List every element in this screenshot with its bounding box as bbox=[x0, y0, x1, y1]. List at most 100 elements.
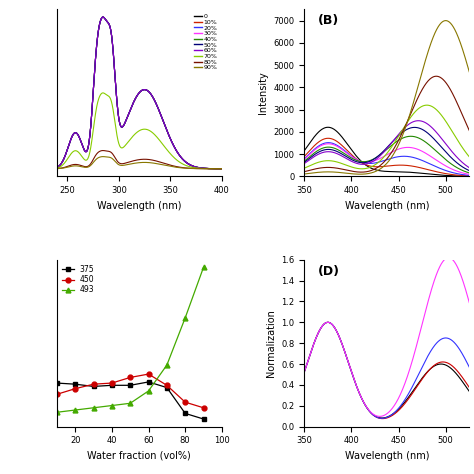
0 bbox=[64, 148, 70, 154]
450 bbox=[91, 382, 96, 387]
Line: 450: 450 bbox=[55, 372, 206, 410]
450 bbox=[109, 380, 115, 386]
10% bbox=[159, 116, 165, 121]
Line: 10%: 10% bbox=[57, 17, 222, 169]
60% bbox=[54, 164, 60, 170]
20% bbox=[155, 103, 160, 109]
493 bbox=[54, 410, 60, 415]
60% bbox=[64, 148, 70, 154]
40% bbox=[64, 148, 70, 154]
90% bbox=[179, 165, 185, 171]
20% bbox=[64, 148, 70, 154]
70% bbox=[100, 90, 106, 96]
50% bbox=[159, 116, 165, 121]
Line: 90%: 90% bbox=[57, 156, 222, 169]
60% bbox=[219, 166, 225, 172]
80% bbox=[196, 166, 202, 172]
40% bbox=[150, 94, 156, 100]
Line: 50%: 50% bbox=[57, 17, 222, 169]
90% bbox=[100, 154, 106, 159]
375 bbox=[109, 383, 115, 388]
10% bbox=[150, 94, 156, 100]
90% bbox=[196, 166, 202, 172]
493 bbox=[73, 407, 78, 413]
80% bbox=[179, 164, 185, 170]
493 bbox=[146, 388, 151, 394]
90% bbox=[159, 162, 165, 168]
80% bbox=[219, 166, 225, 172]
450 bbox=[182, 399, 188, 405]
375 bbox=[201, 416, 206, 422]
X-axis label: Water fraction (vol%): Water fraction (vol%) bbox=[88, 451, 191, 461]
60% bbox=[150, 94, 156, 100]
Legend: 375, 450, 493: 375, 450, 493 bbox=[61, 264, 96, 296]
40% bbox=[100, 14, 106, 20]
X-axis label: Wavelength (nm): Wavelength (nm) bbox=[97, 201, 182, 210]
20% bbox=[219, 166, 225, 172]
375 bbox=[91, 383, 96, 389]
10% bbox=[179, 156, 185, 162]
Y-axis label: Normalization: Normalization bbox=[266, 309, 276, 377]
60% bbox=[100, 14, 106, 20]
375 bbox=[182, 410, 188, 416]
50% bbox=[196, 165, 202, 171]
60% bbox=[159, 116, 165, 121]
40% bbox=[54, 164, 60, 170]
493 bbox=[182, 315, 188, 321]
90% bbox=[219, 166, 225, 172]
X-axis label: Wavelength (nm): Wavelength (nm) bbox=[345, 451, 429, 461]
80% bbox=[100, 148, 106, 154]
40% bbox=[219, 166, 225, 172]
90% bbox=[150, 160, 156, 166]
Line: 375: 375 bbox=[55, 380, 206, 421]
10% bbox=[196, 165, 202, 171]
40% bbox=[196, 165, 202, 171]
Line: 70%: 70% bbox=[57, 93, 222, 169]
450 bbox=[201, 405, 206, 410]
450 bbox=[73, 386, 78, 392]
10% bbox=[64, 148, 70, 154]
0 bbox=[179, 156, 185, 162]
90% bbox=[54, 166, 60, 172]
450 bbox=[128, 374, 133, 380]
30% bbox=[179, 156, 185, 162]
80% bbox=[54, 166, 60, 172]
80% bbox=[64, 164, 70, 169]
Text: (B): (B) bbox=[318, 15, 339, 27]
20% bbox=[179, 156, 185, 162]
Y-axis label: Intensity: Intensity bbox=[258, 72, 268, 114]
50% bbox=[155, 103, 160, 109]
30% bbox=[159, 116, 165, 121]
Line: 20%: 20% bbox=[57, 17, 222, 169]
450 bbox=[54, 392, 60, 397]
80% bbox=[159, 160, 165, 165]
10% bbox=[54, 164, 60, 170]
493 bbox=[109, 403, 115, 409]
Line: 30%: 30% bbox=[57, 17, 222, 169]
0 bbox=[155, 103, 160, 109]
50% bbox=[179, 156, 185, 162]
50% bbox=[54, 164, 60, 170]
30% bbox=[54, 164, 60, 170]
375 bbox=[73, 382, 78, 387]
20% bbox=[54, 164, 60, 170]
70% bbox=[150, 130, 156, 136]
90% bbox=[64, 164, 70, 170]
493 bbox=[201, 264, 206, 270]
20% bbox=[159, 116, 165, 121]
375 bbox=[54, 380, 60, 386]
0 bbox=[100, 14, 106, 20]
0 bbox=[196, 165, 202, 171]
70% bbox=[54, 165, 60, 171]
375 bbox=[146, 379, 151, 385]
493 bbox=[128, 401, 133, 406]
70% bbox=[64, 157, 70, 163]
60% bbox=[196, 165, 202, 171]
375 bbox=[164, 385, 170, 391]
60% bbox=[179, 156, 185, 162]
40% bbox=[159, 116, 165, 121]
Line: 80%: 80% bbox=[57, 151, 222, 169]
30% bbox=[150, 94, 156, 100]
80% bbox=[155, 158, 160, 164]
70% bbox=[155, 135, 160, 140]
